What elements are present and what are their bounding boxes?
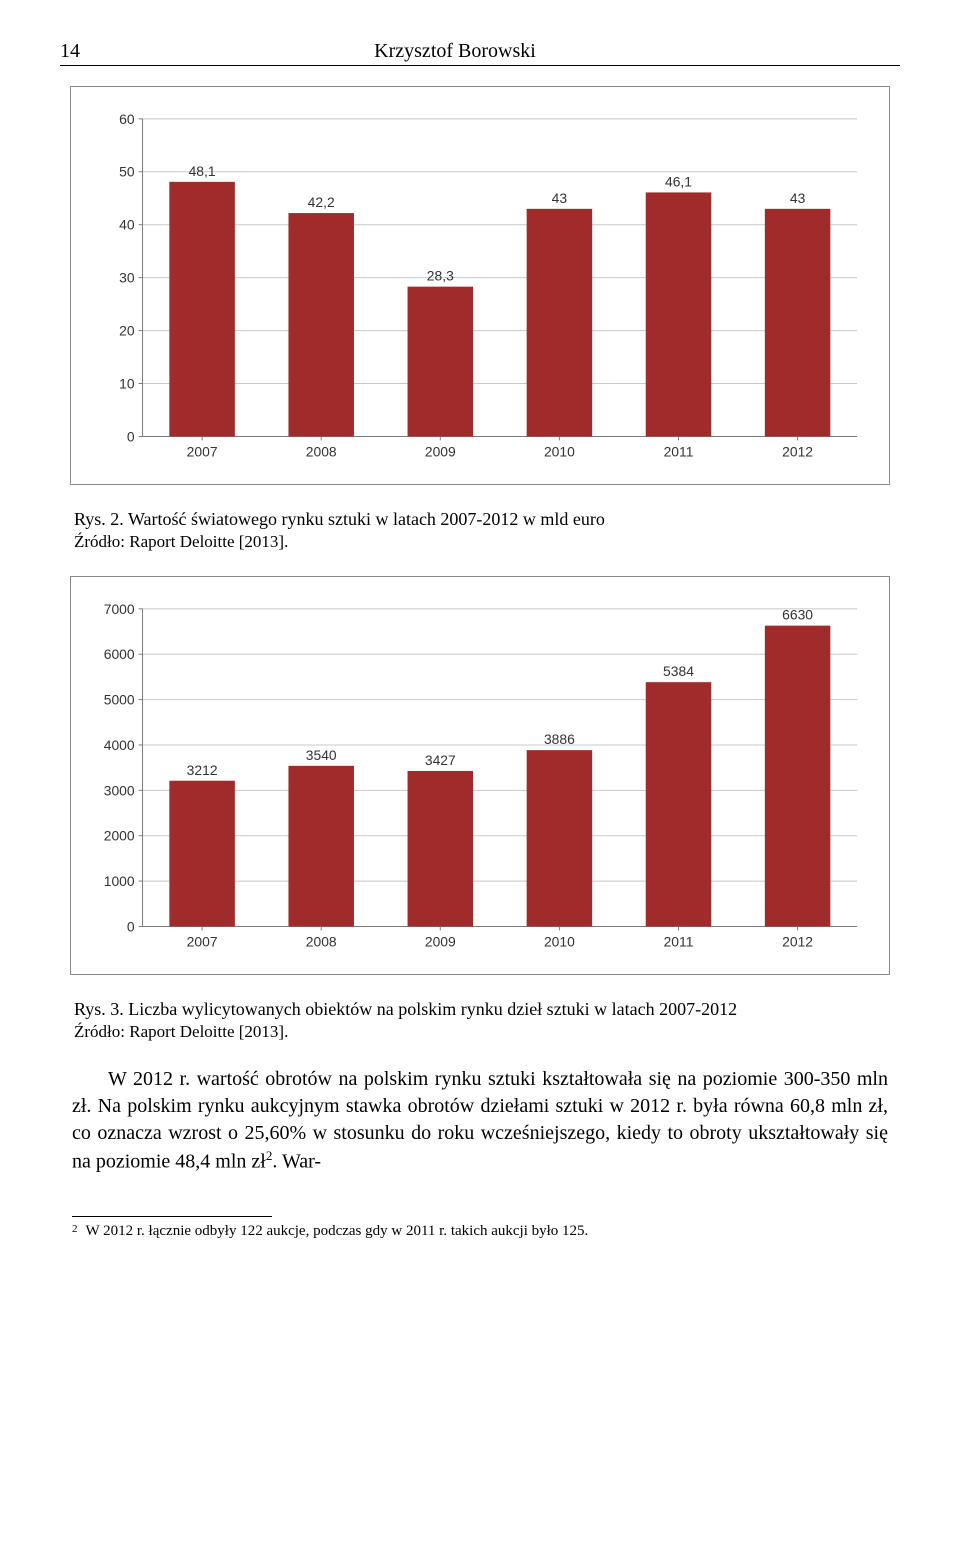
chart-1: 0 10 20 30 40 50 60 48,1 2007 42,2 2008 28,3 2009 43 2… (83, 99, 877, 476)
svg-text:43: 43 (790, 190, 806, 206)
svg-text:3540: 3540 (306, 747, 337, 763)
svg-text:7000: 7000 (104, 601, 135, 617)
chart-1-caption: Rys. 2. Wartość światowego rynku sztuki … (74, 509, 886, 530)
body-paragraph: W 2012 r. wartość obrotów na polskim ryn… (72, 1066, 888, 1176)
svg-text:50: 50 (119, 164, 135, 180)
svg-text:20: 20 (119, 323, 135, 339)
chart-2-source: Źródło: Raport Deloitte [2013]. (74, 1022, 886, 1042)
svg-text:2011: 2011 (664, 443, 694, 459)
chart-1-container: 0 10 20 30 40 50 60 48,1 2007 42,2 2008 28,3 2009 43 2… (70, 86, 890, 485)
svg-text:2010: 2010 (544, 933, 575, 949)
svg-text:42,2: 42,2 (308, 194, 335, 210)
svg-text:40: 40 (119, 217, 135, 233)
svg-text:6000: 6000 (104, 646, 135, 662)
svg-text:0: 0 (127, 919, 135, 935)
svg-text:2008: 2008 (306, 443, 337, 459)
svg-text:2010: 2010 (544, 443, 575, 459)
author-name: Krzysztof Borowski (374, 40, 536, 63)
footnote: 2 W 2012 r. łącznie odbyły 122 aukcje, p… (72, 1223, 888, 1240)
svg-text:2007: 2007 (187, 933, 218, 949)
svg-text:3427: 3427 (425, 752, 456, 768)
svg-text:3212: 3212 (187, 762, 218, 778)
chart-2-container: 0 1000 2000 3000 4000 5000 6000 7000 3212 2007 354… (70, 576, 890, 975)
svg-text:43: 43 (552, 190, 568, 206)
svg-text:2008: 2008 (306, 933, 337, 949)
chart-2: 0 1000 2000 3000 4000 5000 6000 7000 3212 2007 354… (83, 589, 877, 966)
svg-text:2009: 2009 (425, 443, 456, 459)
svg-text:2012: 2012 (782, 933, 813, 949)
chart-2-caption: Rys. 3. Liczba wylicytowanych obiektów n… (74, 999, 886, 1020)
page-header: 14 Krzysztof Borowski (60, 40, 900, 66)
svg-text:28,3: 28,3 (427, 268, 454, 284)
svg-text:2009: 2009 (425, 933, 456, 949)
chart-1-source: Źródło: Raport Deloitte [2013]. (74, 532, 886, 552)
footnote-separator (72, 1216, 272, 1217)
svg-text:2007: 2007 (187, 443, 218, 459)
footnote-text: W 2012 r. łącznie odbyły 122 aukcje, pod… (86, 1223, 589, 1240)
svg-text:5384: 5384 (663, 663, 694, 679)
body-part1: W 2012 r. wartość obrotów na polskim ryn… (72, 1068, 888, 1173)
svg-text:6630: 6630 (782, 607, 813, 623)
body-part2: . War- (272, 1151, 321, 1173)
svg-text:2011: 2011 (664, 933, 694, 949)
svg-text:3000: 3000 (104, 782, 135, 798)
svg-text:10: 10 (119, 375, 135, 391)
svg-text:1000: 1000 (104, 873, 135, 889)
svg-text:30: 30 (119, 270, 135, 286)
svg-text:2000: 2000 (104, 828, 135, 844)
svg-text:0: 0 (127, 428, 135, 444)
svg-text:60: 60 (119, 111, 135, 127)
footnote-marker: 2 (72, 1223, 78, 1240)
svg-text:3886: 3886 (544, 731, 575, 747)
svg-text:4000: 4000 (104, 737, 135, 753)
svg-text:5000: 5000 (104, 692, 135, 708)
svg-text:2012: 2012 (782, 443, 813, 459)
svg-text:46,1: 46,1 (665, 173, 692, 189)
page-number: 14 (60, 40, 80, 63)
svg-text:48,1: 48,1 (189, 163, 216, 179)
